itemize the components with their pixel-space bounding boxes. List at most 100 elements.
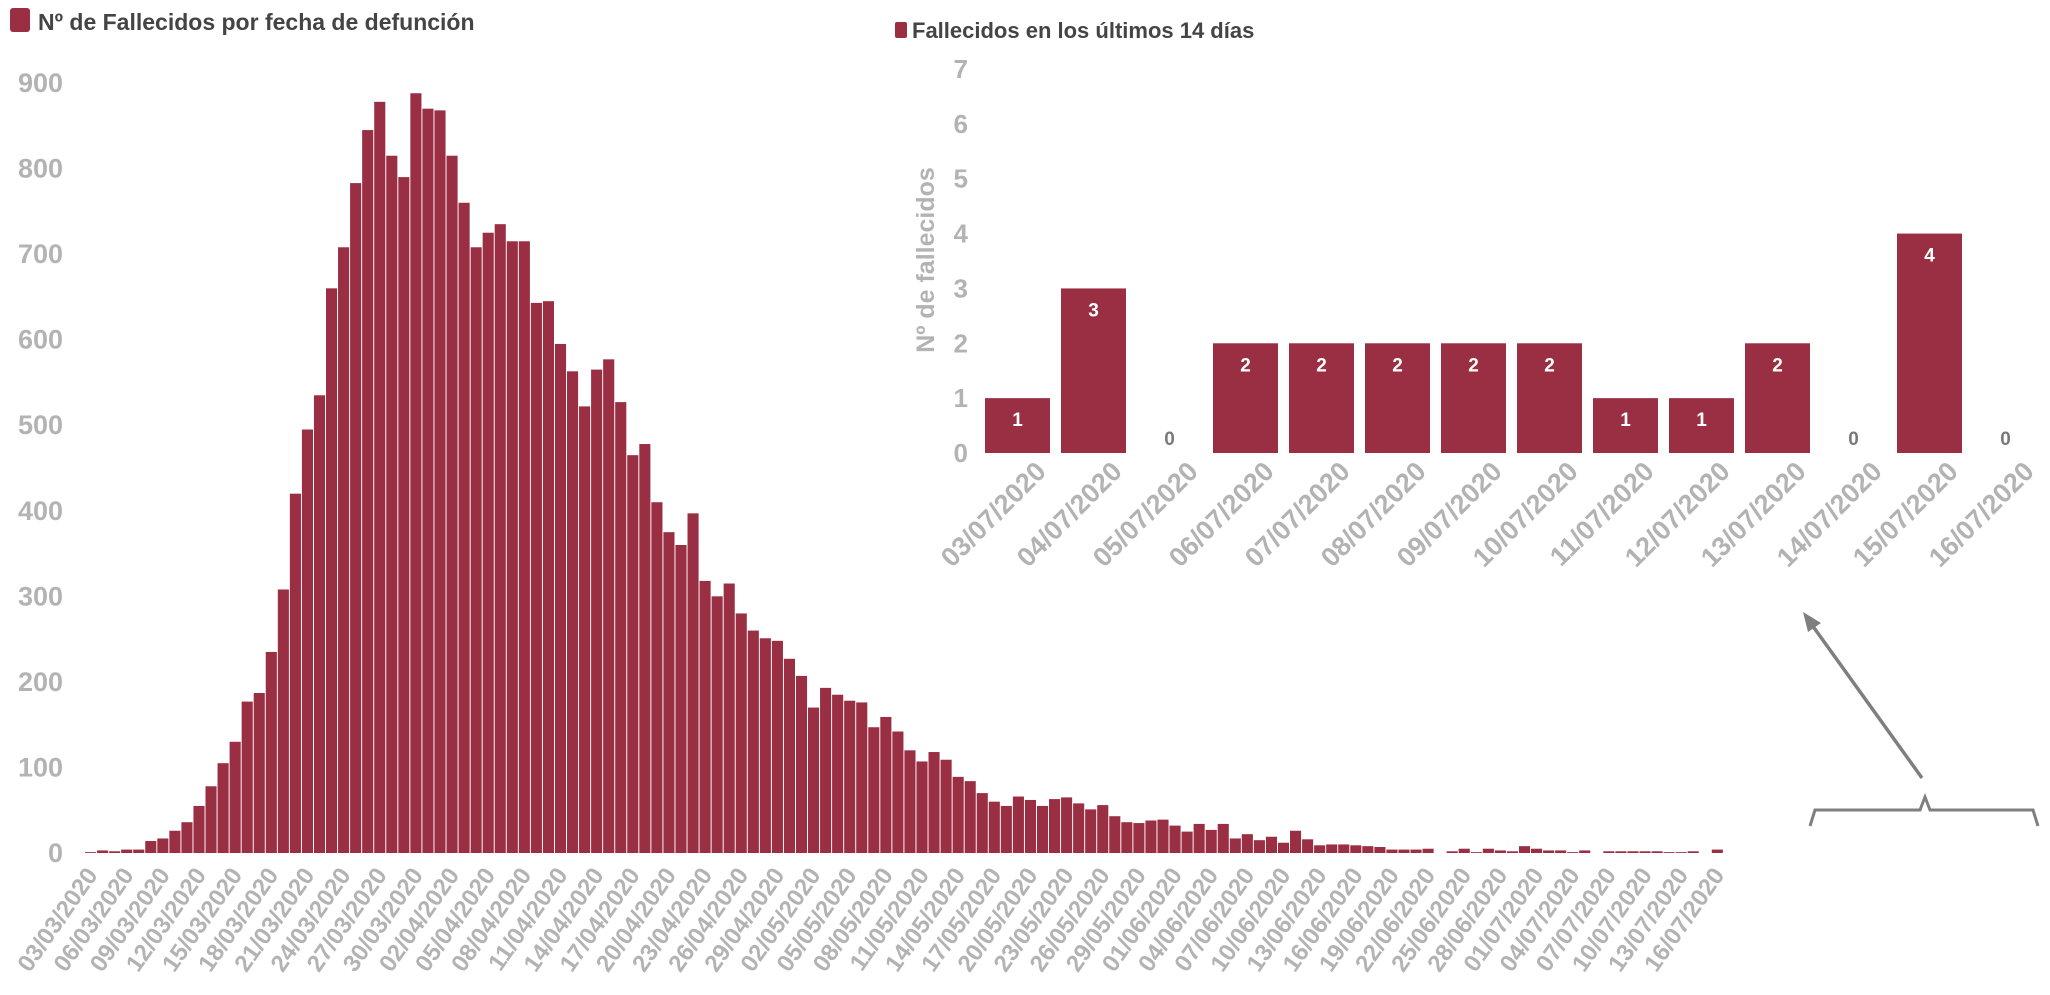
inset-y-tick: 1: [954, 383, 968, 413]
main-legend-swatch: [10, 8, 30, 32]
main-bar: [470, 247, 482, 853]
main-bar: [229, 741, 241, 853]
main-bar: [121, 849, 133, 853]
inset-data-label: 1: [1012, 410, 1023, 431]
inset-data-label: 0: [1164, 429, 1175, 450]
main-bar: [1567, 852, 1579, 853]
main-bar: [1555, 850, 1567, 853]
main-bar: [133, 849, 145, 853]
main-bar: [627, 455, 639, 853]
main-bar: [832, 694, 844, 853]
main-bar: [1579, 850, 1591, 853]
main-bar: [1205, 829, 1217, 853]
inset-bar: [1517, 343, 1582, 453]
main-bar: [326, 288, 338, 854]
main-bar: [1109, 816, 1121, 853]
inset-y-tick: 2: [954, 328, 968, 358]
main-bar: [193, 805, 205, 853]
main-bar: [795, 675, 808, 853]
main-bar: [350, 183, 362, 854]
main-bar: [651, 502, 663, 853]
main-bar: [759, 638, 771, 853]
main-bar: [398, 177, 410, 854]
inset-chart: Fallecidos en los últimos 14 días Nº de …: [895, 18, 2040, 573]
main-bar: [1482, 848, 1494, 853]
main-bar: [1350, 845, 1362, 853]
inset-data-label: 0: [2000, 429, 2011, 450]
inset-data-label: 2: [1240, 355, 1251, 376]
inset-data-label: 1: [1696, 410, 1707, 431]
main-bar: [1241, 834, 1253, 853]
main-bar: [145, 841, 157, 853]
inset-bar: [1213, 343, 1278, 453]
inset-bar: [1441, 343, 1506, 453]
main-bar: [205, 786, 217, 853]
main-y-tick: 400: [18, 496, 63, 526]
main-bar: [217, 763, 229, 853]
inset-data-label: 0: [1848, 429, 1859, 450]
main-y-axis: 0 100 200 300 400 500 600 700 800 900: [18, 68, 63, 868]
main-bar: [1024, 799, 1036, 853]
main-bar: [434, 110, 446, 853]
main-chart: Nº de Fallecidos por fecha de defunción …: [10, 8, 1730, 977]
inset-bar: [1669, 398, 1734, 453]
main-bar: [1314, 845, 1326, 853]
main-bar: [663, 532, 675, 853]
main-bar: [868, 727, 880, 853]
inset-y-tick: 7: [954, 54, 968, 84]
main-bar: [518, 241, 530, 853]
main-bar: [1097, 805, 1109, 853]
inset-y-tick: 3: [954, 273, 968, 303]
main-bar: [1458, 848, 1470, 853]
main-bar: [964, 781, 976, 853]
main-bar: [711, 596, 723, 853]
main-bar: [820, 687, 832, 853]
main-bar: [1085, 809, 1097, 853]
inset-data-label: 2: [1392, 355, 1403, 376]
main-x-axis: 03/03/202006/03/202009/03/202012/03/2020…: [12, 863, 1730, 977]
main-bar: [723, 583, 735, 853]
main-bar: [1000, 805, 1012, 853]
main-bar: [783, 658, 795, 853]
main-bar: [374, 101, 386, 853]
main-bar: [579, 406, 591, 853]
main-bar: [856, 702, 868, 853]
main-bar: [1121, 822, 1133, 853]
main-bar: [157, 838, 169, 853]
main-bar: [1362, 846, 1374, 853]
main-bar: [446, 155, 458, 854]
main-y-tick: 0: [48, 838, 63, 868]
main-bar: [1326, 844, 1338, 853]
main-bar: [699, 580, 711, 853]
main-bar: [1494, 850, 1506, 853]
main-y-tick: 700: [18, 239, 63, 269]
main-bar: [615, 402, 627, 853]
zoom-bracket: [1808, 792, 2040, 827]
main-bar: [313, 395, 326, 853]
inset-y-tick: 4: [954, 219, 969, 249]
inset-y-axis: 0 1 2 3 4 5 6 7: [954, 54, 969, 468]
main-bar: [1470, 852, 1482, 853]
main-bar: [458, 202, 470, 853]
inset-y-axis-label: Nº de fallecidos: [912, 167, 940, 353]
main-bar: [1651, 851, 1663, 853]
main-bar: [904, 750, 916, 853]
main-bar: [241, 701, 253, 853]
main-bar: [928, 752, 940, 853]
main-bar: [747, 630, 759, 853]
main-y-tick: 500: [18, 410, 63, 440]
main-bars: [85, 93, 1723, 854]
inset-data-label: 2: [1468, 355, 1479, 376]
main-bar: [1410, 849, 1422, 853]
inset-bar: [985, 398, 1050, 453]
main-y-tick: 900: [18, 68, 63, 98]
inset-bar: [1897, 233, 1962, 453]
main-bar: [1290, 830, 1302, 853]
inset-legend-swatch: [895, 22, 907, 38]
main-bar: [482, 232, 494, 854]
main-bar: [976, 793, 988, 853]
main-bar: [1386, 849, 1398, 853]
main-bar: [530, 302, 542, 853]
inset-data-label: 2: [1772, 355, 1783, 376]
